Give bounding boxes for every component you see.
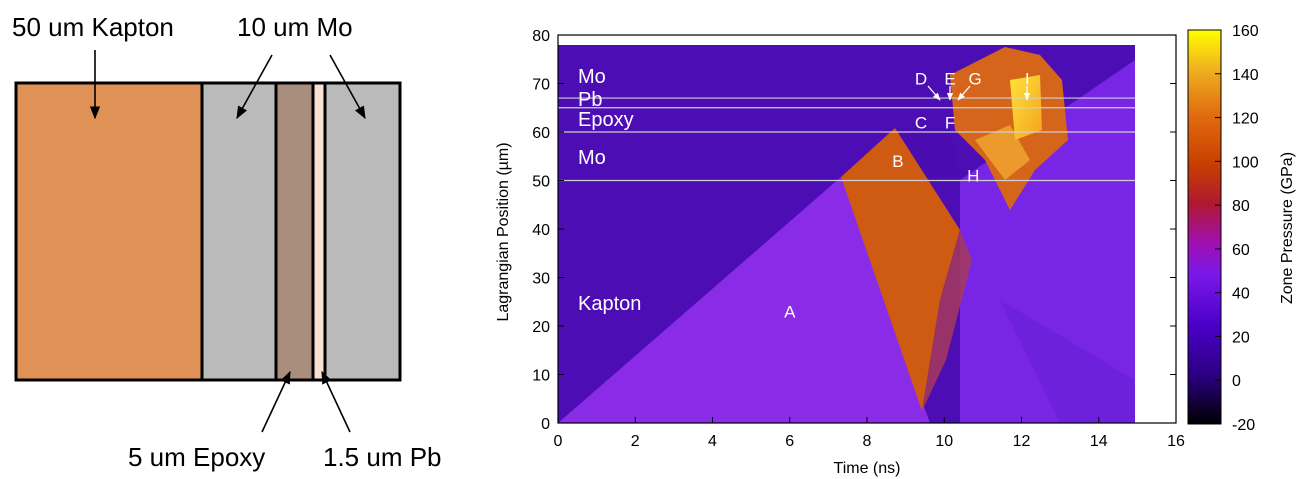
- point-label-i: I: [1025, 70, 1030, 89]
- y-tick-label: 70: [532, 77, 550, 94]
- target-schematic: 50 um Kapton 10 um Mo 5 um Epoxy 1.5 um …: [12, 12, 442, 472]
- region-label-mo: Mo: [578, 147, 606, 169]
- y-tick-label: 40: [532, 222, 550, 239]
- x-tick-label: 8: [863, 433, 872, 450]
- region-a: [558, 177, 930, 423]
- y-tick-label: 0: [541, 416, 550, 433]
- mo-label: 10 um Mo: [237, 12, 353, 42]
- region-label-epoxy: Epoxy: [578, 109, 634, 131]
- epoxy-layer: [274, 81, 315, 382]
- y-tick-label: 60: [532, 125, 550, 142]
- pb-label: 1.5 um Pb: [323, 442, 442, 472]
- region-label-pb: Pb: [578, 89, 602, 111]
- y-tick-label: 80: [532, 28, 550, 45]
- pressure-map: Mo Pb Epoxy Mo Kapton A B C D E F G H I 0 2 4 6 8 10 1…: [495, 23, 1296, 477]
- colorbar-tick-label: 20: [1232, 329, 1250, 346]
- point-label-e: E: [944, 70, 955, 89]
- epoxy-label: 5 um Epoxy: [128, 442, 265, 472]
- region-label-kapton: Kapton: [578, 293, 641, 315]
- region-label-mo-top: Mo: [578, 66, 606, 88]
- colorbar-label: Zone Pressure (GPa): [1279, 152, 1296, 304]
- pb-layer: [311, 81, 327, 382]
- kapton-label: 50 um Kapton: [12, 12, 174, 42]
- region-b: [841, 128, 960, 411]
- point-label-c: C: [915, 113, 927, 132]
- colorbar: [1187, 29, 1222, 425]
- mo-arrow-rear: [329, 54, 366, 120]
- mo-layer-rear: [323, 81, 402, 382]
- point-label-f: F: [945, 113, 955, 132]
- x-tick-label: 2: [631, 433, 640, 450]
- point-label-h: H: [967, 167, 979, 186]
- colorbar-tick-label: 100: [1232, 154, 1259, 171]
- x-tick-label: 0: [554, 433, 563, 450]
- colorbar-ticks: -20 0 20 40 60 80 100 120 140 160: [1215, 23, 1259, 434]
- y-tick-label: 10: [532, 368, 550, 385]
- colorbar-tick-label: 80: [1232, 198, 1250, 215]
- colorbar-tick-label: 120: [1232, 111, 1259, 128]
- heatmap-regions: [558, 45, 1135, 423]
- point-label-g: G: [969, 70, 982, 89]
- arrow-d: [927, 85, 941, 101]
- x-tick-label: 16: [1167, 433, 1185, 450]
- y-tick-label: 50: [532, 174, 550, 191]
- epoxy-arrow: [261, 370, 291, 433]
- kapton-layer: [14, 81, 204, 382]
- arrow-g: [957, 85, 971, 101]
- point-label-a: A: [784, 302, 796, 321]
- point-label-d: D: [915, 70, 927, 89]
- colorbar-tick-label: 60: [1232, 242, 1250, 259]
- y-tick-label: 30: [532, 271, 550, 288]
- pb-arrow: [321, 370, 351, 433]
- point-label-b: B: [892, 152, 903, 171]
- colorbar-tick-label: -20: [1232, 417, 1255, 434]
- colorbar-tick-label: 140: [1232, 67, 1259, 84]
- colorbar-tick-label: 0: [1232, 373, 1241, 390]
- x-axis: 0 2 4 6 8 10 12 14 16: [554, 417, 1185, 450]
- x-tick-label: 14: [1090, 433, 1108, 450]
- y-axis: 0 10 20 30 40 50 60 70 80: [532, 28, 1176, 433]
- mo-layer-front: [200, 81, 278, 382]
- x-tick-label: 12: [1013, 433, 1031, 450]
- mo-arrow-front: [236, 54, 273, 120]
- point-arrows: [927, 85, 1031, 101]
- x-tick-label: 10: [935, 433, 953, 450]
- x-axis-label: Time (ns): [834, 460, 901, 477]
- y-axis-label: Lagrangian Position (µm): [495, 142, 512, 321]
- point-labels: A B C D E F G H I: [784, 70, 1030, 322]
- colorbar-tick-label: 160: [1232, 23, 1259, 40]
- x-tick-label: 4: [708, 433, 717, 450]
- region-b-edge: [922, 230, 972, 411]
- y-tick-label: 20: [532, 319, 550, 336]
- x-tick-label: 6: [785, 433, 794, 450]
- colorbar-tick-label: 40: [1232, 286, 1250, 303]
- region-release-2: [1000, 300, 1135, 423]
